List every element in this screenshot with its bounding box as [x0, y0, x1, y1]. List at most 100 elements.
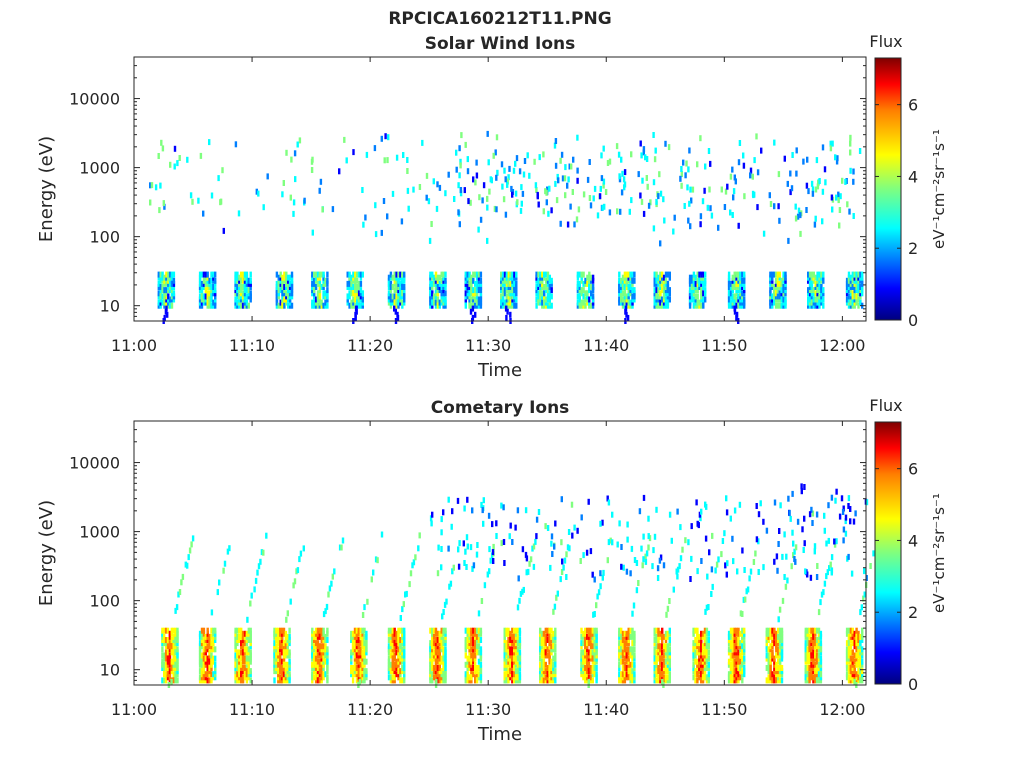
spectrogram-cell	[548, 302, 551, 309]
spectrogram-cell	[620, 563, 623, 570]
spectrogram-cell	[773, 284, 776, 290]
spectrogram-cell	[279, 302, 282, 309]
spectrogram-cell	[401, 652, 404, 659]
spectrogram-cell	[281, 284, 284, 290]
spectrogram-cell	[767, 637, 770, 643]
spectrogram-cell	[700, 296, 703, 303]
spectrogram-cell	[361, 296, 364, 303]
spectrogram-cell	[391, 274, 394, 281]
spectrogram-cell	[240, 655, 243, 662]
spectrogram-cell	[240, 665, 243, 671]
spectrogram-cell	[596, 212, 600, 219]
spectrogram-cell	[320, 658, 323, 665]
spectrogram-cell	[806, 655, 809, 662]
spectrogram-cell	[214, 627, 217, 634]
spectrogram-cell	[812, 661, 815, 668]
spectrogram-cell	[397, 630, 400, 637]
spectrogram-cell	[775, 637, 778, 643]
spectrogram-cell	[391, 646, 394, 653]
spectrogram-cell	[700, 271, 703, 278]
spectrogram-cell	[507, 630, 510, 637]
spectrogram-cell	[524, 507, 528, 514]
spectrogram-cell	[236, 671, 239, 678]
spectrogram-cell	[500, 296, 503, 303]
spectrogram-cell	[582, 649, 585, 656]
spectrogram-cell	[431, 637, 434, 643]
spectrogram-cell	[810, 671, 813, 678]
spectrogram-cell	[180, 579, 183, 586]
spectrogram-cell	[524, 551, 528, 558]
spectrogram-cell	[403, 649, 406, 656]
spectrogram-cell	[788, 510, 791, 517]
spectrogram-cell	[589, 677, 593, 684]
spectrogram-cell	[703, 671, 707, 678]
spectrogram-cell	[326, 293, 329, 300]
spectrogram-cell	[472, 630, 475, 637]
spectrogram-cell	[288, 296, 292, 303]
spectrogram-cell	[735, 671, 738, 678]
spectrogram-cell	[359, 274, 363, 281]
spectrogram-cell	[353, 665, 357, 671]
spectrogram-cell	[434, 293, 438, 300]
spectrogram-cell	[837, 197, 840, 204]
spectrogram-cell	[403, 290, 406, 297]
colorbar-tick-label: 6	[908, 96, 918, 115]
spectrogram-cell	[586, 274, 589, 281]
spectrogram-cell	[198, 658, 202, 665]
spectrogram-cell	[234, 299, 237, 306]
spectrogram-cell	[161, 274, 164, 281]
spectrogram-cell	[281, 280, 284, 287]
spectrogram-cell	[208, 655, 211, 662]
spectrogram-cell	[429, 677, 432, 684]
spectrogram-cell	[440, 546, 443, 552]
spectrogram-cell	[701, 677, 705, 684]
spectrogram-cell	[847, 665, 851, 671]
spectrogram-cell	[395, 661, 398, 668]
spectrogram-cell	[243, 290, 247, 297]
spectrogram-cell	[743, 280, 746, 287]
spectrogram-cell	[249, 290, 252, 297]
spectrogram-cell	[623, 649, 627, 656]
spectrogram-cell	[777, 541, 780, 547]
spectrogram-cell	[210, 643, 213, 650]
spectrogram-cell	[729, 209, 732, 216]
spectrogram-cell	[627, 271, 630, 278]
spectrogram-cell	[505, 280, 509, 287]
spectrogram-cell	[466, 271, 469, 278]
spectrogram-cell	[354, 314, 357, 321]
spectrogram-cell	[620, 643, 623, 650]
spectrogram-cell	[727, 274, 731, 281]
x-tick-label: 11:10	[229, 336, 275, 355]
spectrogram-cell	[243, 671, 247, 678]
spectrogram-cell	[593, 185, 597, 192]
spectrogram-cell	[200, 302, 204, 309]
spectrogram-cell	[546, 274, 550, 281]
spectrogram-cell	[503, 649, 506, 656]
spectrogram-cell	[245, 646, 249, 653]
spectrogram-cell	[401, 290, 404, 297]
spectrogram-cell	[356, 284, 359, 290]
spectrogram-cell	[511, 655, 514, 662]
spectrogram-cell	[245, 671, 249, 678]
spectrogram-cell	[810, 274, 814, 281]
spectrogram-cell	[214, 661, 217, 668]
spectrogram-cell	[170, 678, 173, 685]
spectrogram-cell	[539, 630, 542, 637]
spectrogram-cell	[835, 194, 838, 201]
spectrogram-cell	[348, 274, 351, 281]
spectrogram-cell	[357, 271, 361, 278]
spectrogram-cell	[707, 604, 710, 610]
spectrogram-cell	[664, 630, 668, 637]
spectrogram-cell	[322, 643, 325, 650]
spectrogram-cell	[234, 658, 237, 665]
spectrogram-cell	[470, 296, 473, 303]
spectrogram-cell	[582, 652, 585, 659]
spectrogram-cell	[544, 287, 548, 294]
spectrogram-cell	[238, 674, 241, 681]
spectrogram-cell	[206, 290, 209, 297]
spectrogram-cell	[245, 655, 249, 662]
spectrogram-cell	[316, 271, 320, 278]
spectrogram-cell	[279, 665, 282, 671]
spectrogram-cell	[509, 630, 512, 637]
spectrogram-cell	[161, 646, 164, 653]
